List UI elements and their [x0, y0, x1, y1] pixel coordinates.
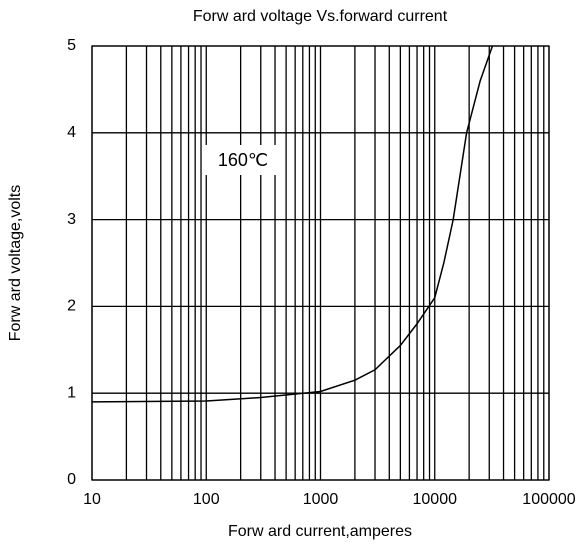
- chart-title: Forw ard voltage Vs.forward current: [193, 8, 448, 25]
- x-axis-label: Forw ard current,amperes: [228, 523, 412, 540]
- x-tick-label: 100000: [522, 491, 575, 508]
- y-tick-label: 3: [67, 211, 76, 228]
- annotation: 160℃: [218, 150, 268, 170]
- y-axis-label: Forw ard voltage,volts: [7, 185, 24, 342]
- plot-frame: [91, 45, 550, 481]
- x-tick-label: 10: [83, 491, 101, 508]
- y-tick-label: 5: [67, 37, 76, 54]
- annotation-box: [204, 145, 282, 175]
- x-tick-label: 10000: [413, 491, 458, 508]
- y-tick-label: 0: [67, 471, 76, 488]
- y-tick-label: 4: [67, 124, 76, 141]
- x-tick-label: 100: [193, 491, 220, 508]
- y-tick-label: 1: [67, 384, 76, 401]
- x-tick-label: 1000: [303, 491, 339, 508]
- curve: [91, 45, 494, 403]
- y-tick-label: 2: [67, 298, 76, 315]
